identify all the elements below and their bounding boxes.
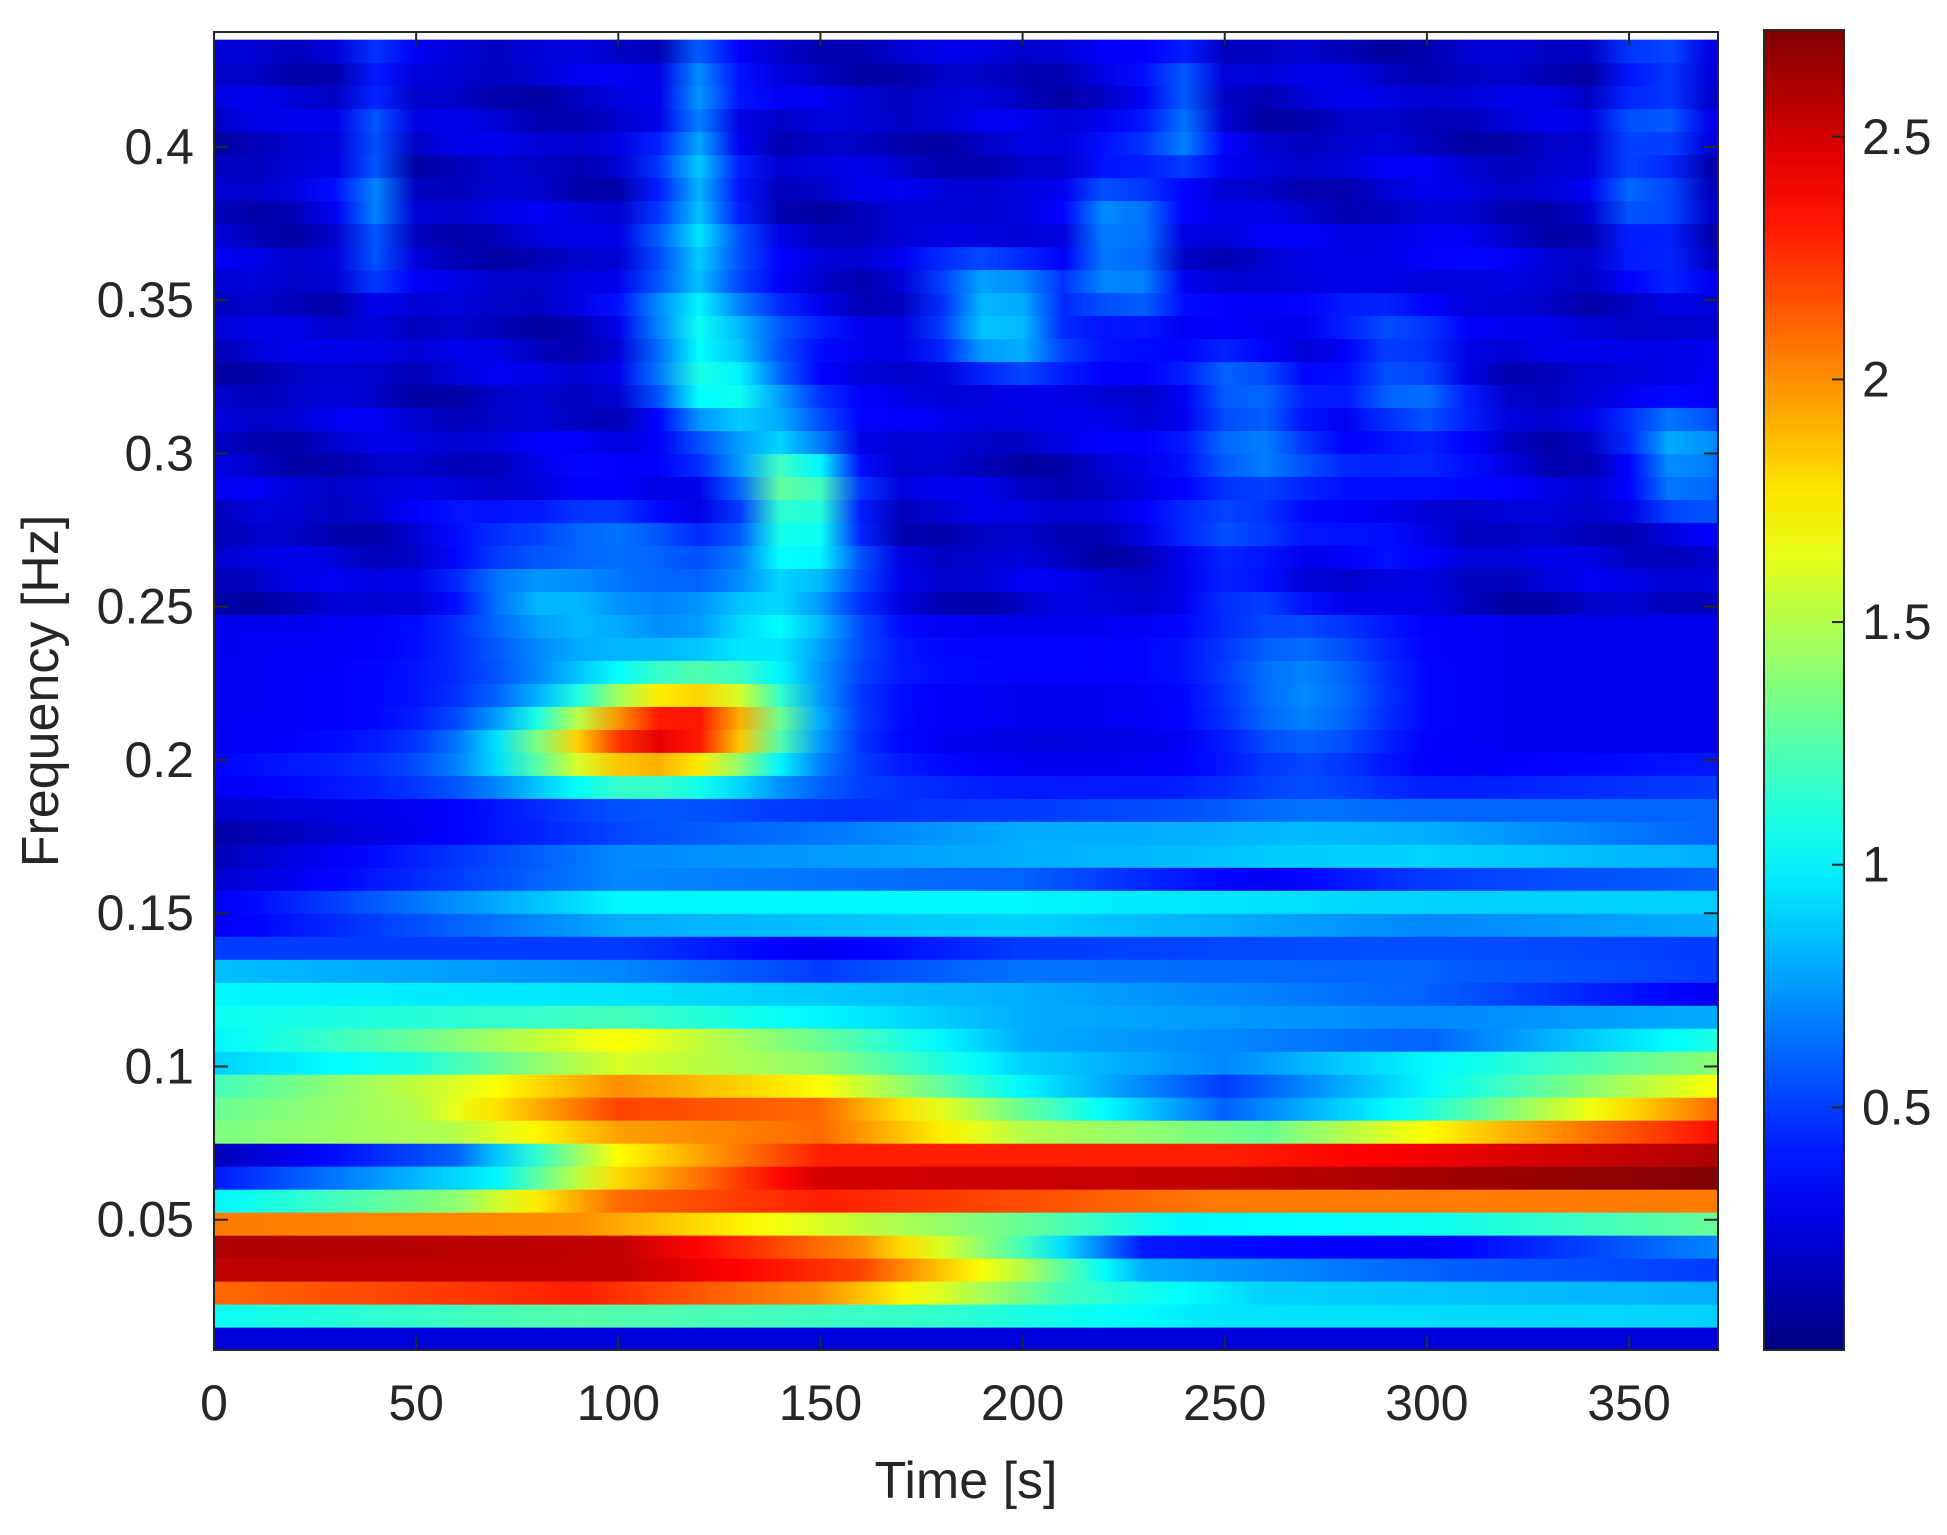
heatmap-row — [214, 499, 1718, 524]
heatmap-row — [214, 1258, 1718, 1282]
plot-frame — [213, 31, 1719, 1351]
heatmap-row — [214, 614, 1718, 638]
heatmap-row — [214, 131, 1718, 156]
colorbar-tick-label: 1 — [1862, 837, 1890, 893]
heatmap-row — [214, 890, 1718, 914]
colorbar-tick-label: 0.5 — [1862, 1079, 1932, 1135]
x-tick-label: 200 — [981, 1375, 1064, 1431]
y-axis-label: Frequency [Hz] — [12, 515, 70, 868]
heatmap-row — [214, 154, 1718, 179]
heatmap-row — [214, 1074, 1718, 1098]
heatmap-row — [214, 361, 1718, 386]
x-tick-label: 350 — [1587, 1375, 1670, 1431]
heatmap-row — [214, 1028, 1718, 1052]
heatmap-row — [214, 430, 1718, 455]
heatmap-row — [214, 177, 1718, 202]
heatmap-row — [214, 1143, 1718, 1167]
heatmap-row — [214, 1212, 1718, 1236]
y-tick-label: 0.2 — [124, 732, 194, 788]
heatmap-row — [214, 545, 1718, 569]
colorbar-axis: 0.5 1 1.5 2 2.5 — [1832, 109, 1932, 1135]
heatmap-row — [214, 683, 1718, 707]
heatmap-row — [214, 913, 1718, 937]
y-tick-label: 0.4 — [124, 119, 194, 175]
heatmap-row — [214, 476, 1718, 501]
heatmap-row — [214, 315, 1718, 340]
heatmap-row — [214, 637, 1718, 661]
heatmap-row — [214, 338, 1718, 363]
heatmap-row — [214, 1235, 1718, 1259]
colorbar-tick-label: 2 — [1862, 351, 1890, 407]
heatmap-row — [214, 223, 1718, 248]
heatmap-row — [214, 292, 1718, 317]
heatmap-row — [214, 1327, 1718, 1350]
y-tick-label: 0.35 — [97, 272, 194, 328]
y-tick-label: 0.1 — [124, 1038, 194, 1094]
heatmap-row — [214, 798, 1718, 822]
heatmap-row — [214, 1281, 1718, 1305]
heatmap-row — [214, 591, 1718, 615]
heatmap-cells — [214, 39, 1718, 1350]
heatmap-row — [214, 821, 1718, 845]
heatmap-row — [214, 706, 1718, 730]
heatmap-row — [214, 108, 1718, 133]
heatmap-row — [214, 384, 1718, 409]
heatmap-row — [214, 85, 1718, 110]
x-axis: 0 50 100 150 200 250 300 350 — [200, 32, 1671, 1431]
heatmap-row — [214, 407, 1718, 432]
colorbar — [1764, 30, 1844, 1350]
heatmap-row — [214, 1097, 1718, 1121]
heatmap-row — [214, 1189, 1718, 1213]
heatmap-row — [214, 62, 1718, 87]
y-tick-label: 0.3 — [124, 425, 194, 481]
x-tick-label: 100 — [577, 1375, 660, 1431]
heatmap-row — [214, 844, 1718, 868]
heatmap-row — [214, 453, 1718, 478]
x-tick-label: 300 — [1385, 1375, 1468, 1431]
heatmap-row — [214, 729, 1718, 753]
x-tick-label: 50 — [388, 1375, 444, 1431]
heatmap-row — [214, 752, 1718, 776]
x-tick-label: 250 — [1183, 1375, 1266, 1431]
colorbar-tick-label: 2.5 — [1862, 109, 1932, 165]
heatmap-row — [214, 775, 1718, 799]
heatmap-row — [214, 867, 1718, 891]
heatmap-row — [214, 936, 1718, 960]
heatmap-row — [214, 1005, 1718, 1029]
heatmap-row — [214, 39, 1718, 64]
heatmap-row — [214, 1051, 1718, 1075]
x-axis-label: Time [s] — [875, 1452, 1058, 1510]
heatmap-row — [214, 246, 1718, 271]
y-tick-label: 0.05 — [97, 1192, 194, 1248]
heatmap-row — [214, 1304, 1718, 1328]
heatmap-row — [214, 660, 1718, 684]
heatmap-row — [214, 1166, 1718, 1190]
heatmap-row — [214, 269, 1718, 294]
colorbar-frame — [1763, 29, 1845, 1351]
y-axis: 0.05 0.1 0.15 0.2 0.25 0.3 0.35 0.4 — [97, 119, 1718, 1248]
heatmap-row — [214, 568, 1718, 592]
y-tick-label: 0.15 — [97, 885, 194, 941]
heatmap-row — [214, 982, 1718, 1006]
colorbar-tick-label: 1.5 — [1862, 594, 1932, 650]
heatmap-row — [214, 200, 1718, 225]
x-tick-label: 0 — [200, 1375, 228, 1431]
heatmap-row — [214, 959, 1718, 983]
heatmap-row — [214, 1120, 1718, 1144]
heatmap-row — [214, 522, 1718, 547]
y-tick-label: 0.25 — [97, 579, 194, 635]
x-tick-label: 150 — [779, 1375, 862, 1431]
